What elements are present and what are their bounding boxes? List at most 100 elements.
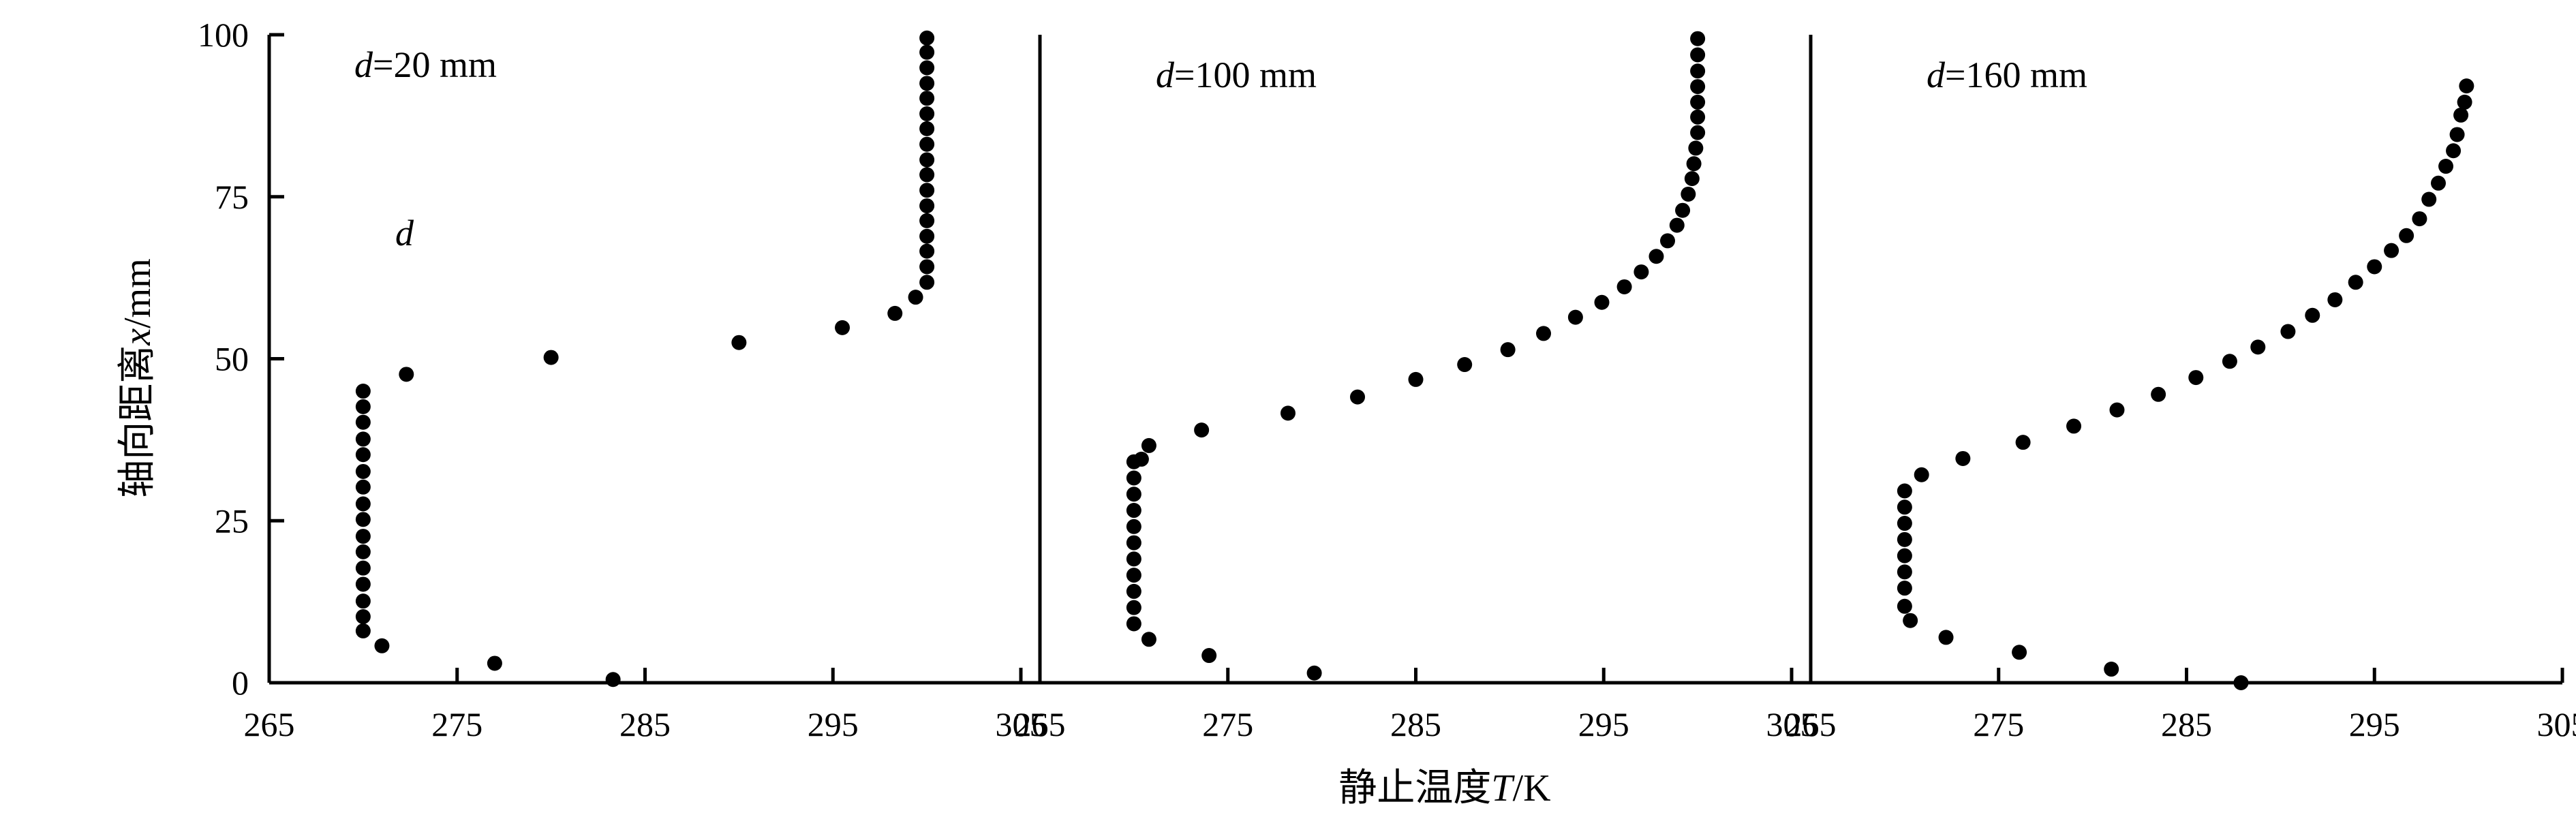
x-tick-label: 265 (244, 705, 295, 743)
panel-2-point (1194, 422, 1209, 437)
panel-3-point (1897, 564, 1912, 579)
panel-2-point (1126, 470, 1141, 485)
panel-1-point (919, 275, 934, 290)
panel-1-point (356, 384, 371, 399)
panel-3-point (2250, 339, 2265, 354)
y-tick-label: 75 (215, 178, 249, 216)
panel-3-point (2188, 370, 2203, 385)
panel-2-point (1594, 295, 1609, 310)
x-tick-label: 265 (1785, 705, 1837, 743)
panel-1-point (919, 229, 934, 244)
panel-1-point (544, 350, 559, 365)
panel-3-point (2016, 435, 2031, 450)
panel-2-point (1690, 95, 1705, 110)
panel-2-point (1660, 233, 1675, 248)
panel-3-point (2327, 292, 2342, 307)
panel-3-point (2367, 259, 2382, 274)
panel-2-point (1126, 536, 1141, 551)
panel-2-point (1681, 187, 1696, 202)
panel-2-point (1281, 405, 1295, 420)
panel-2-point (1126, 503, 1141, 518)
panel-2-point (1307, 666, 1322, 681)
x-tick-label: 295 (1578, 705, 1629, 743)
x-tick-label: 285 (1390, 705, 1441, 743)
panel-1-point (919, 31, 934, 46)
panel-3-label: d=160 mm (1927, 55, 2087, 95)
panel-2-point (1350, 390, 1365, 405)
x-tick-label: 295 (2349, 705, 2400, 743)
panel-1-point (919, 183, 934, 198)
panel-3-point (2305, 308, 2320, 323)
x-axis-title: 静止温度T/K (1338, 767, 1550, 809)
panel-3-point (2459, 78, 2474, 93)
y-tick-label: 25 (215, 501, 249, 540)
panel-1-point (919, 106, 934, 121)
panel-2-point (1670, 218, 1685, 233)
panel-1-point (356, 593, 371, 608)
x-tick-label: 285 (2161, 705, 2212, 743)
panel-3-point (2384, 243, 2399, 258)
points-layer (356, 31, 2474, 690)
panel-1-point (356, 561, 371, 576)
panel-3-point (2233, 675, 2248, 690)
panel-2-point (1649, 249, 1663, 264)
x-tick-label: 295 (808, 705, 859, 743)
panel-1-point (606, 672, 621, 687)
y-axis-title: 轴向距离x/mm (117, 258, 159, 498)
panel-2-point (1568, 310, 1583, 325)
panel-2-point (1126, 551, 1141, 566)
panel-1-point (919, 153, 934, 168)
panel-3-point (2431, 176, 2446, 191)
panel-1-point (356, 480, 371, 495)
panel-2-point (1126, 616, 1141, 631)
panel-1-point (919, 167, 934, 182)
panel-3-point (1903, 613, 1918, 628)
panel-3-point (2109, 403, 2124, 418)
panel-3-point (2151, 387, 2166, 402)
panel-1-point (356, 512, 371, 527)
panel-3-point (1897, 499, 1912, 514)
panel-2-point (1690, 47, 1705, 62)
panel-2-point (1688, 140, 1703, 155)
y-tick-label: 100 (198, 16, 249, 54)
panel-1-point (356, 399, 371, 414)
panel-2-label: d=100 mm (1156, 55, 1317, 95)
panel-3-point (2280, 324, 2295, 339)
panel-2-point (1126, 519, 1141, 534)
panel-2-point (1687, 156, 1702, 171)
panel-1-point (356, 544, 371, 559)
panel-1-point (919, 137, 934, 152)
panel-1-point (919, 61, 934, 76)
panel-1-point (356, 464, 371, 479)
panel-1-point (356, 415, 371, 430)
panel-2-point (1126, 568, 1141, 583)
panel-2-point (1126, 584, 1141, 599)
panel-3-point (1897, 532, 1912, 547)
x-tick-label: 265 (1015, 705, 1066, 743)
panel-1-point (356, 609, 371, 624)
panel-1-point (919, 45, 934, 60)
panel-2-point (1501, 342, 1516, 357)
panel-2-point (1690, 31, 1705, 46)
panel-1-point (919, 259, 934, 274)
panel-1-point (919, 244, 934, 259)
panel-3-point (1897, 549, 1912, 563)
panel-3-point (2450, 127, 2465, 142)
panel-2-point (1685, 171, 1700, 186)
panel-3-point (2222, 354, 2237, 369)
panel-1-point (835, 320, 850, 335)
panel-1-point (919, 76, 934, 91)
panel-3-point (1939, 630, 1954, 645)
x-tick-label: 275 (1973, 705, 2024, 743)
panel-1-point (731, 335, 746, 350)
panel-2-point (1690, 79, 1705, 94)
panel-1-label: d=20 mm (354, 44, 497, 85)
panel-2-point (1134, 452, 1149, 467)
panel-1-point (919, 91, 934, 106)
panel-2-point (1634, 264, 1649, 279)
panel-2-point (1141, 632, 1156, 647)
panel-2-point (1141, 438, 1156, 453)
panel-1-point (887, 306, 902, 321)
